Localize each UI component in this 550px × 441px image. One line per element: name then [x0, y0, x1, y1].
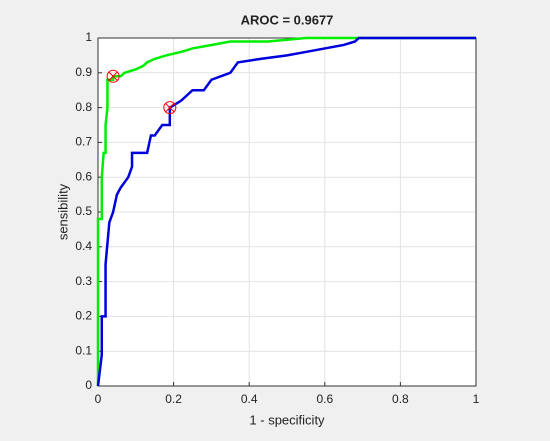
x-axis-label: 1 - specificity: [249, 412, 325, 427]
y-tick-label: 0: [85, 378, 92, 392]
roc-curve: [96, 36, 476, 386]
plot-border: [97, 37, 477, 387]
operating-point: [163, 101, 177, 115]
y-tick-label: 0.3: [75, 274, 92, 288]
y-tick-label: 0.7: [75, 135, 92, 149]
chart-title: AROC = 0.9677: [241, 12, 334, 27]
x-tick-label: 0.6: [316, 392, 333, 406]
y-tick-label: 0.4: [75, 239, 92, 253]
x-tick-label: 0: [95, 392, 102, 406]
y-tick-label: 0.9: [75, 65, 92, 79]
y-tick-label: 0.2: [75, 309, 92, 323]
operating-point: [106, 69, 120, 83]
roc-curve: [96, 36, 476, 387]
x-tick-label: 1: [473, 392, 480, 406]
x-tick-label: 0.2: [165, 392, 182, 406]
x-tick-label: 0.4: [241, 392, 258, 406]
y-tick-label: 0.5: [75, 204, 92, 218]
y-tick-label: 0.8: [75, 100, 92, 114]
y-axis-label: sensibility: [55, 183, 70, 240]
point-cross: [108, 71, 118, 81]
point-cross: [165, 103, 175, 112]
y-tick-label: 0.1: [75, 343, 92, 357]
y-tick-label: 1: [85, 30, 92, 44]
y-tick-label: 0.6: [75, 169, 92, 183]
x-tick-label: 0.8: [392, 392, 409, 406]
